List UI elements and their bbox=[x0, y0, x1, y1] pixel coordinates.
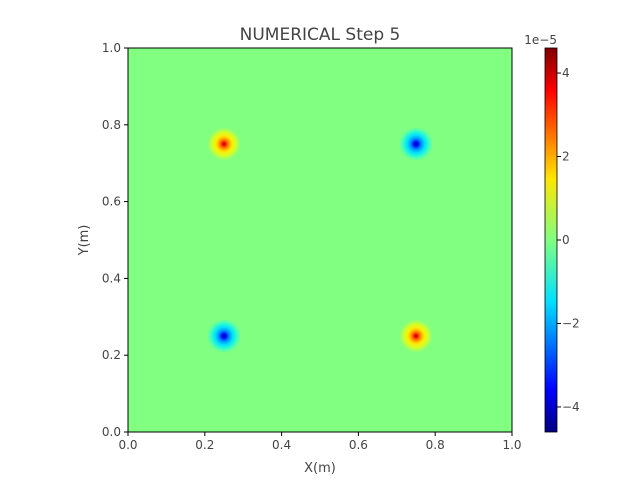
colorbar-tick-label: 4 bbox=[562, 66, 570, 80]
y-tick-label: 0.0 bbox=[102, 425, 121, 439]
y-tick-label: 0.6 bbox=[102, 195, 121, 209]
colorbar-tick-label: −4 bbox=[562, 400, 580, 414]
colorbar-tick-label: 0 bbox=[562, 233, 570, 247]
heatmap-peaks bbox=[206, 126, 434, 354]
x-axis-label: X(m) bbox=[304, 461, 336, 476]
y-axis-label: Y(m) bbox=[77, 225, 92, 257]
chart-title: NUMERICAL Step 5 bbox=[240, 25, 401, 45]
x-tick-label: 1.0 bbox=[502, 438, 521, 452]
colorbar-ticks: 4 2 0 −2 −4 bbox=[557, 66, 580, 414]
peak-positive-3 bbox=[398, 318, 434, 354]
colorbar-tick-label: −2 bbox=[562, 316, 580, 330]
peak-positive-0 bbox=[206, 126, 242, 162]
x-axis-ticks: 0.0 0.2 0.4 0.6 0.8 1.0 bbox=[118, 432, 522, 452]
y-tick-label: 0.2 bbox=[102, 348, 121, 362]
x-tick-label: 0.4 bbox=[272, 438, 291, 452]
peak-negative-1 bbox=[398, 126, 434, 162]
colorbar bbox=[544, 47, 558, 433]
peak-negative-2 bbox=[206, 318, 242, 354]
plot-frame bbox=[127, 47, 513, 433]
plot-area bbox=[128, 48, 512, 432]
colorbar-offset-label: 1e−5 bbox=[524, 33, 557, 47]
y-tick-label: 0.8 bbox=[102, 118, 121, 132]
x-tick-label: 0.8 bbox=[426, 438, 445, 452]
colorbar-tick-label: 2 bbox=[562, 150, 570, 164]
y-tick-label: 1.0 bbox=[102, 41, 121, 55]
x-tick-label: 0.6 bbox=[349, 438, 368, 452]
y-tick-label: 0.4 bbox=[102, 271, 121, 285]
x-tick-label: 0.0 bbox=[118, 438, 137, 452]
x-tick-label: 0.2 bbox=[195, 438, 214, 452]
y-axis-ticks: 0.0 0.2 0.4 0.6 0.8 1.0 bbox=[102, 41, 128, 439]
